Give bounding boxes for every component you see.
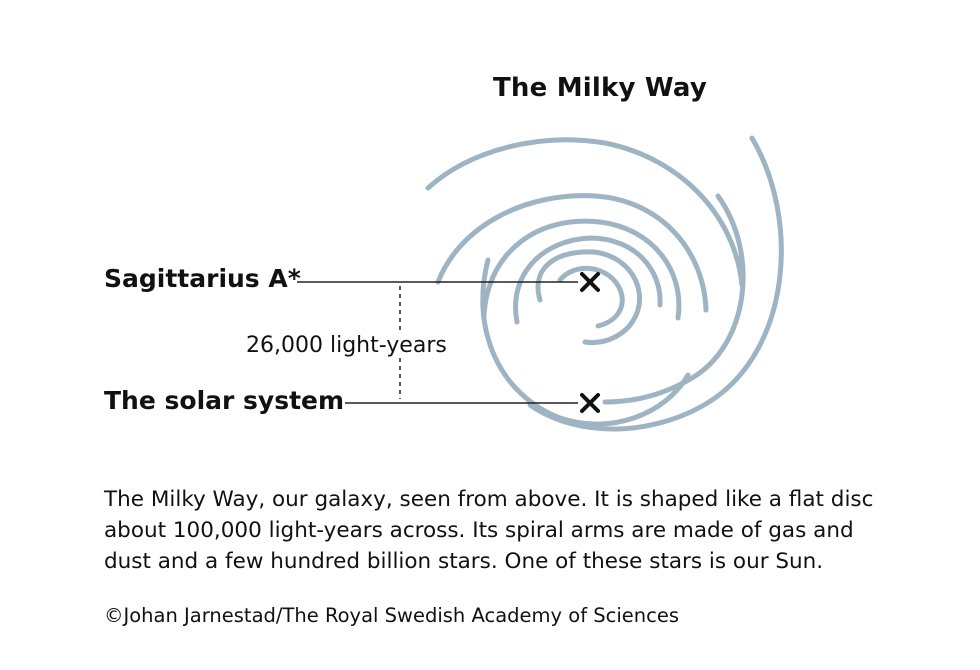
center-marker (580, 272, 600, 292)
spiral-arms (425, 135, 784, 432)
spiral-arm-second-right (602, 193, 746, 405)
sun-marker (580, 393, 600, 413)
caption-line: dust and a few hundred billion stars. On… (104, 549, 824, 574)
spiral-arm-third-right (480, 257, 691, 427)
credit-line: ©Johan Jarnestad/The Royal Swedish Acade… (104, 604, 680, 627)
diagram-title: The Milky Way (493, 73, 707, 103)
spiral-arm-inner-1 (513, 235, 663, 325)
caption: The Milky Way, our galaxy, seen from abo… (104, 484, 924, 577)
spiral-arm-outer-right (527, 135, 784, 432)
label-sagittarius-a: Sagittarius A* (104, 264, 301, 293)
label-solar-system: The solar system (104, 386, 345, 415)
spiral-arm-outer-left (425, 137, 745, 288)
caption-line: The Milky Way, our galaxy, seen from abo… (104, 487, 874, 512)
caption-line: about 100,000 light-years across. Its sp… (104, 518, 854, 543)
spiral-arm-second-left (435, 193, 709, 313)
spiral-arm-inner-3 (557, 265, 625, 329)
spiral-arm-inner-2 (535, 249, 642, 346)
distance-label: 26,000 light-years (244, 333, 449, 358)
spiral-arm-third-left (481, 218, 682, 321)
